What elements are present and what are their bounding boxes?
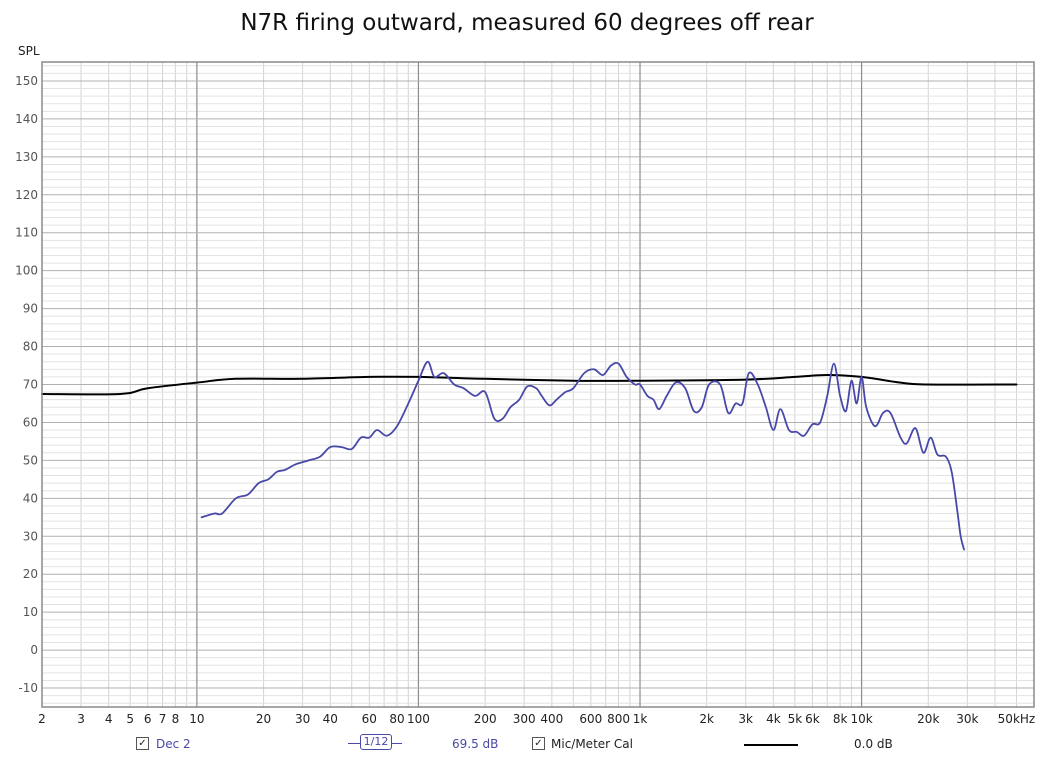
x-tick-label: 5k (788, 712, 803, 726)
y-tick-label: 0 (30, 643, 38, 657)
chart-title: N7R firing outward, measured 60 degrees … (240, 10, 814, 36)
x-tick-label: 300 (513, 712, 536, 726)
series1-legend-label[interactable]: Dec 2 (156, 737, 191, 751)
legend-bar: ✓ Dec 2 1/12 69.5 dB ✓ Mic/Meter Cal 0.0… (0, 734, 1054, 754)
y-tick-label: 20 (23, 567, 38, 581)
y-tick-label: 50 (23, 453, 38, 467)
frequency-response-chart: N7R firing outward, measured 60 degrees … (15, 10, 1035, 726)
x-tick-label: 6k (805, 712, 820, 726)
x-tick-label: 3 (77, 712, 85, 726)
plot-border (41, 61, 1035, 708)
smoothing-selector[interactable]: 1/12 (360, 734, 392, 750)
y-tick-label: 80 (23, 340, 38, 354)
series2-checkbox[interactable]: ✓ (532, 737, 545, 750)
y-tick-label: 90 (23, 302, 38, 316)
y-tick-label: 40 (23, 491, 38, 505)
x-tick-label: 5 (126, 712, 134, 726)
x-tick-label: 400 (540, 712, 563, 726)
y-axis-label: SPL (18, 44, 40, 58)
grid-major (42, 62, 1034, 707)
x-tick-label: 50kHz (998, 712, 1036, 726)
x-tick-label: 10 (189, 712, 204, 726)
x-tick-label: 1k (633, 712, 648, 726)
x-axis-ticks: 2 3 4 5 6 7 8 10 20 30 40 60 80 100 200 300 400 600 800 1k 2… (38, 712, 1035, 726)
y-tick-label: 110 (15, 226, 38, 240)
x-tick-label: 80 (389, 712, 404, 726)
series-layer (41, 360, 1018, 551)
y-tick-label: 60 (23, 415, 38, 429)
y-tick-label: 100 (15, 264, 38, 278)
x-tick-label: 30 (295, 712, 310, 726)
x-tick-label: 8k (833, 712, 848, 726)
x-tick-label: 200 (474, 712, 497, 726)
smoothing-line-left (348, 743, 360, 744)
y-tick-label: 30 (23, 529, 38, 543)
y-tick-label: 130 (15, 150, 38, 164)
x-tick-label: 20k (917, 712, 939, 726)
x-tick-label: 60 (362, 712, 377, 726)
y-tick-label: 150 (15, 74, 38, 88)
x-tick-label: 7 (159, 712, 167, 726)
x-tick-label: 2 (38, 712, 46, 726)
smoothing-line-right (392, 743, 402, 744)
x-tick-label: 40 (323, 712, 338, 726)
x-tick-label: 8 (172, 712, 180, 726)
x-tick-label: 100 (407, 712, 430, 726)
y-tick-label: 140 (15, 112, 38, 126)
x-tick-label: 2k (699, 712, 714, 726)
x-tick-label: 10k (850, 712, 872, 726)
y-tick-label: 120 (15, 188, 38, 202)
series1-checkbox[interactable]: ✓ (136, 737, 149, 750)
x-tick-label: 30k (956, 712, 978, 726)
series1-legend-value: 69.5 dB (452, 737, 499, 751)
x-tick-label: 4k (766, 712, 781, 726)
y-tick-label: 70 (23, 378, 38, 392)
series2-legend-value: 0.0 dB (854, 737, 893, 751)
y-tick-label: 10 (23, 605, 38, 619)
x-tick-label: 600 (579, 712, 602, 726)
y-tick-label: -10 (18, 681, 38, 695)
series2-legend-label[interactable]: Mic/Meter Cal (551, 737, 633, 751)
series-line-measurement (200, 360, 965, 551)
x-tick-label: 800 (607, 712, 630, 726)
series-line-calibration (41, 374, 1018, 396)
x-tick-label: 4 (105, 712, 113, 726)
y-axis-ticks: -10 0 10 20 30 40 50 60 70 80 90 100 110 120 130 140 150 (15, 74, 38, 695)
x-tick-label: 6 (144, 712, 152, 726)
x-tick-label: 3k (738, 712, 753, 726)
x-tick-label: 20 (256, 712, 271, 726)
series2-legend-line (744, 744, 798, 746)
